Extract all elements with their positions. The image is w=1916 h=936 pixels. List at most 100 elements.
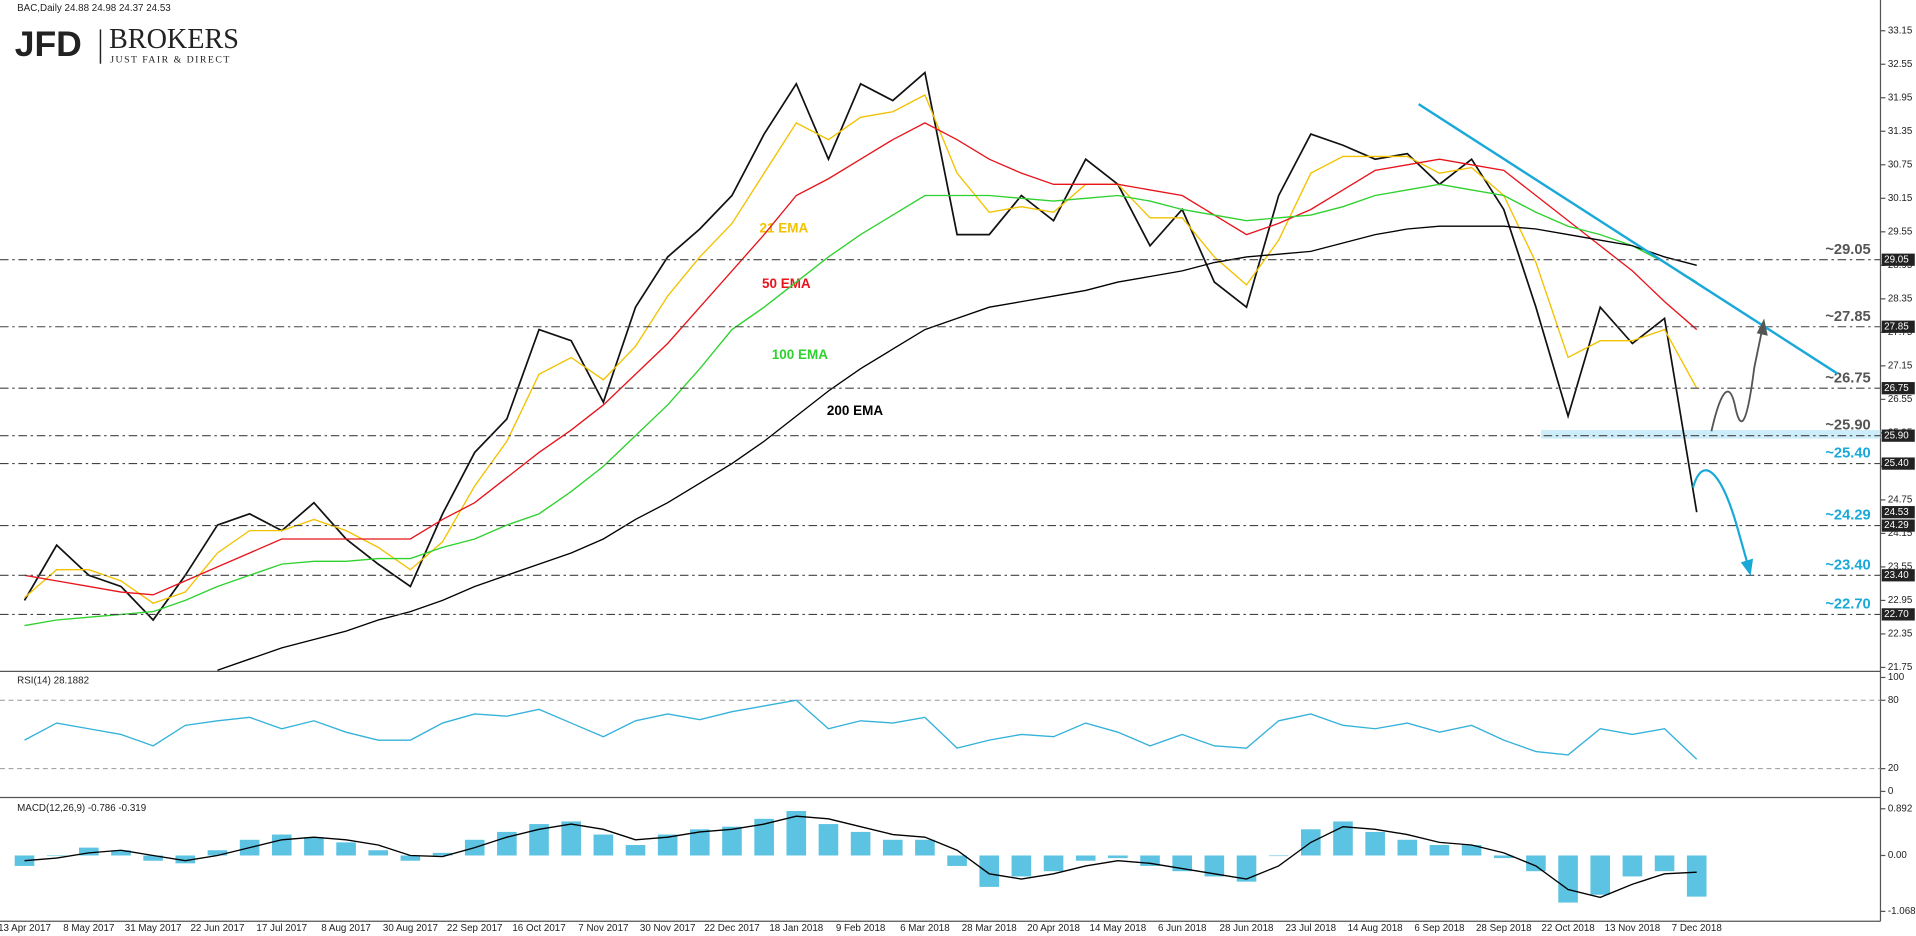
x-tick-label: 31 May 2017 xyxy=(125,923,182,934)
level-tag: 23.40 xyxy=(1884,570,1909,581)
ema-label: 200 EMA xyxy=(827,403,883,418)
macd-bar xyxy=(497,831,517,856)
macd-bar xyxy=(1558,855,1578,903)
level-label: ~23.40 xyxy=(1825,557,1870,573)
level-tag: 25.90 xyxy=(1884,430,1909,441)
y-tick-label: 31.95 xyxy=(1888,92,1913,103)
macd-bar xyxy=(1011,855,1032,877)
macd-bar xyxy=(722,826,742,856)
x-tick-label: 22 Sep 2017 xyxy=(447,923,503,934)
macd-bar xyxy=(1397,839,1418,856)
macd-bar xyxy=(882,839,903,856)
y-tick-label: 28.35 xyxy=(1888,293,1913,304)
y-tick-label: 29.55 xyxy=(1888,226,1913,237)
macd-bar xyxy=(786,810,807,856)
macd-bar xyxy=(400,855,421,861)
x-tick-label: 14 Aug 2018 xyxy=(1348,923,1404,934)
y-tick-label: 22.35 xyxy=(1888,629,1913,640)
macd-bar xyxy=(1686,855,1707,897)
x-tick-label: 8 May 2017 xyxy=(63,923,114,934)
x-tick-label: 16 Oct 2017 xyxy=(512,923,565,934)
macd-bar xyxy=(1526,855,1546,872)
macd-bar xyxy=(175,855,196,864)
scenario-down xyxy=(1691,469,1750,567)
x-tick-label: 18 Jan 2018 xyxy=(769,923,823,934)
level-tag: 27.85 xyxy=(1884,321,1909,332)
logo-tagline: JUST FAIR & DIRECT xyxy=(110,54,231,65)
y-tick-label: 24.15 xyxy=(1888,528,1913,539)
macd-bar xyxy=(818,824,839,856)
macd-bar xyxy=(850,831,871,856)
x-tick-label: 8 Aug 2017 xyxy=(321,923,371,934)
x-tick-label: 28 Jun 2018 xyxy=(1220,923,1274,934)
y-tick-label: 0.892 xyxy=(1888,803,1913,814)
macd-bar xyxy=(1333,821,1353,856)
macd-bar xyxy=(947,855,967,866)
trendline xyxy=(1417,103,1839,375)
macd-bar xyxy=(915,839,935,856)
macd-bar xyxy=(1236,855,1257,882)
y-tick-label: 31.35 xyxy=(1888,126,1913,137)
series-line xyxy=(24,699,1698,760)
macd-bar xyxy=(1108,855,1128,859)
macd-title: MACD(12,26,9) -0.786 -0.319 xyxy=(17,803,146,814)
level-tag-bg xyxy=(1881,569,1915,582)
level-tag: 24.29 xyxy=(1884,520,1909,531)
y-tick-label: 0 xyxy=(1888,786,1894,797)
chart-title: BAC,Daily 24.88 24.98 24.37 24.53 xyxy=(17,3,171,14)
y-tick-label: 100 xyxy=(1888,672,1905,683)
series-line xyxy=(24,94,1698,604)
macd-bar xyxy=(1075,855,1096,861)
y-tick-label: 80 xyxy=(1888,695,1899,706)
x-tick-label: 30 Nov 2017 xyxy=(640,923,696,934)
y-tick-label: 32.55 xyxy=(1888,59,1913,70)
last-price-tag-bg xyxy=(1881,506,1915,519)
level-label: ~27.85 xyxy=(1825,309,1870,325)
macd-bar xyxy=(1461,845,1482,856)
level-tag-bg xyxy=(1881,382,1915,395)
series-line xyxy=(24,122,1698,596)
ema-label: 100 EMA xyxy=(772,347,828,362)
level-tag-bg xyxy=(1881,519,1915,532)
level-tag: 29.05 xyxy=(1884,254,1909,265)
y-tick-label: 24.75 xyxy=(1888,494,1913,505)
x-tick-label: 14 May 2018 xyxy=(1090,923,1147,934)
macd-bar xyxy=(336,842,356,856)
macd-bar xyxy=(271,834,292,856)
y-tick-label: 21.75 xyxy=(1888,662,1913,673)
macd-bar xyxy=(1140,855,1160,866)
macd-bar xyxy=(561,821,581,856)
level-label: ~26.75 xyxy=(1825,370,1870,386)
x-tick-label: 6 Sep 2018 xyxy=(1414,923,1465,934)
level-label: ~22.70 xyxy=(1825,596,1870,612)
macd-bar xyxy=(979,855,1000,887)
macd-bar xyxy=(432,852,453,856)
x-tick-label: 7 Nov 2017 xyxy=(578,923,628,934)
y-tick-label: 27.15 xyxy=(1888,360,1913,371)
logo-name: JFD xyxy=(15,24,82,64)
level-tag-bg xyxy=(1881,429,1915,442)
x-tick-label: 13 Nov 2018 xyxy=(1605,923,1661,934)
macd-bar xyxy=(1493,855,1514,859)
level-label: ~24.29 xyxy=(1825,508,1870,524)
macd-bar xyxy=(625,845,646,856)
x-tick-label: 22 Jun 2017 xyxy=(190,923,244,934)
macd-bar xyxy=(1429,845,1450,856)
level-label: ~25.90 xyxy=(1825,418,1870,434)
y-tick-label: 30.15 xyxy=(1888,193,1913,204)
x-tick-label: 28 Mar 2018 xyxy=(962,923,1018,934)
macd-bar xyxy=(1204,855,1225,877)
x-tick-label: 13 Apr 2017 xyxy=(0,923,51,934)
macd-bar xyxy=(1043,855,1064,872)
level-tag: 22.70 xyxy=(1884,609,1909,620)
scenario-up xyxy=(1710,325,1764,432)
macd-bar xyxy=(111,850,131,856)
x-tick-label: 7 Dec 2018 xyxy=(1672,923,1723,934)
y-tick-label: 0.00 xyxy=(1888,850,1908,861)
y-tick-label: 20 xyxy=(1888,763,1899,774)
last-price-tag: 24.53 xyxy=(1884,507,1909,518)
x-tick-label: 22 Oct 2018 xyxy=(1541,923,1595,934)
arrowhead xyxy=(1756,318,1768,336)
